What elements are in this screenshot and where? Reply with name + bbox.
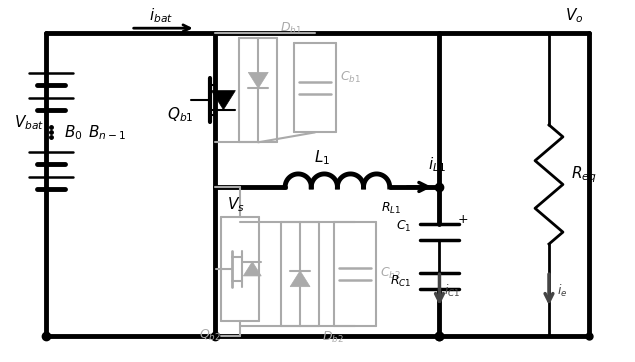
Text: $R_{L1}$: $R_{L1}$ [382,201,401,216]
Text: $R_{C1}$: $R_{C1}$ [390,274,411,289]
Text: $C_{b2}$: $C_{b2}$ [380,266,401,281]
Text: $C_1$: $C_1$ [396,219,411,234]
Text: $R_{eq}$: $R_{eq}$ [571,164,596,185]
Polygon shape [211,90,236,110]
Text: $i_{C1}$: $i_{C1}$ [444,283,461,299]
Text: $Q_{b1}$: $Q_{b1}$ [168,106,194,125]
Text: $i_e$: $i_e$ [557,283,568,299]
Polygon shape [248,72,268,88]
Text: $B_{n-1}$: $B_{n-1}$ [88,123,126,142]
Text: $V_o$: $V_o$ [565,6,584,25]
Text: $i_{L1}$: $i_{L1}$ [427,156,445,174]
Text: $C_{b1}$: $C_{b1}$ [340,70,361,85]
Text: $Q_{b2}$: $Q_{b2}$ [199,328,222,343]
Polygon shape [243,262,261,276]
Text: $B_0$: $B_0$ [64,123,83,142]
Text: $V_{bat}$: $V_{bat}$ [14,113,44,132]
Text: $i_{bat}$: $i_{bat}$ [149,6,173,25]
Text: $D_{b2}$: $D_{b2}$ [322,330,344,345]
Text: $V_s$: $V_s$ [227,195,245,214]
Text: $+$: $+$ [457,213,469,226]
Text: $D_{b1}$: $D_{b1}$ [280,21,302,36]
Polygon shape [290,271,310,287]
Text: $L_1$: $L_1$ [314,148,331,167]
